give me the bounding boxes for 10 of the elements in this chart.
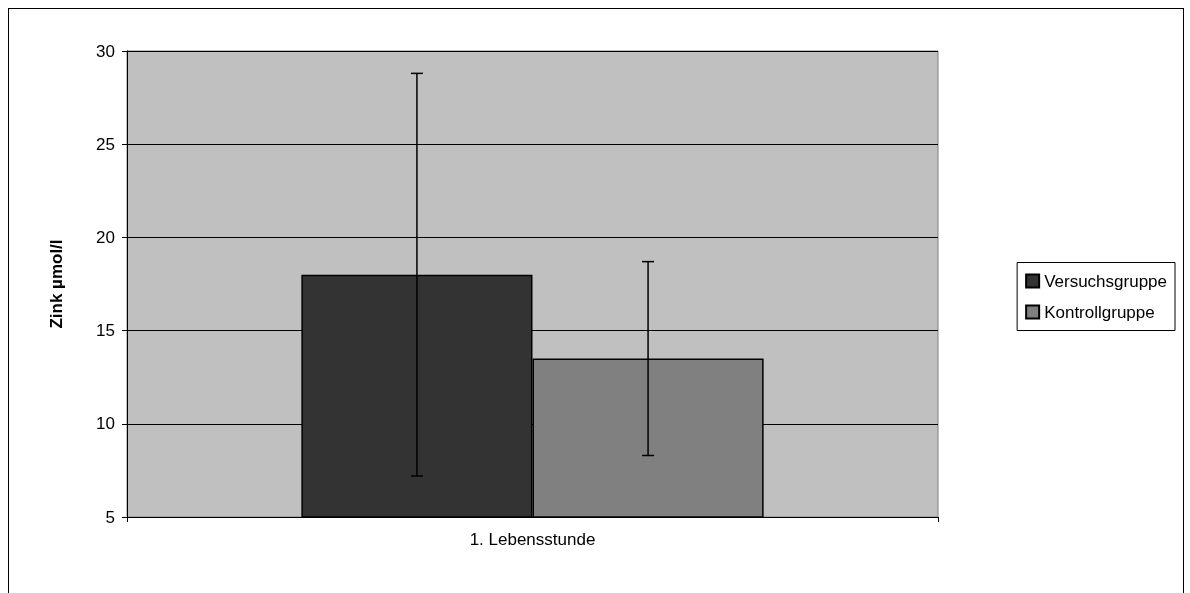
y-tick-label: 25 [96,134,115,154]
x-tick-label: 1. Lebensstunde [469,530,596,549]
y-axis-title: Zink µmol/l [47,239,66,329]
y-tick-label: 20 [96,227,115,247]
y-tick-label: 15 [96,321,115,341]
y-tick-label: 10 [96,414,115,434]
y-tick-label: 5 [105,507,115,527]
y-tick-label: 30 [96,41,115,61]
legend-label: Kontrollgruppe [1044,302,1155,322]
legend-label: Versuchsgruppe [1044,271,1168,291]
